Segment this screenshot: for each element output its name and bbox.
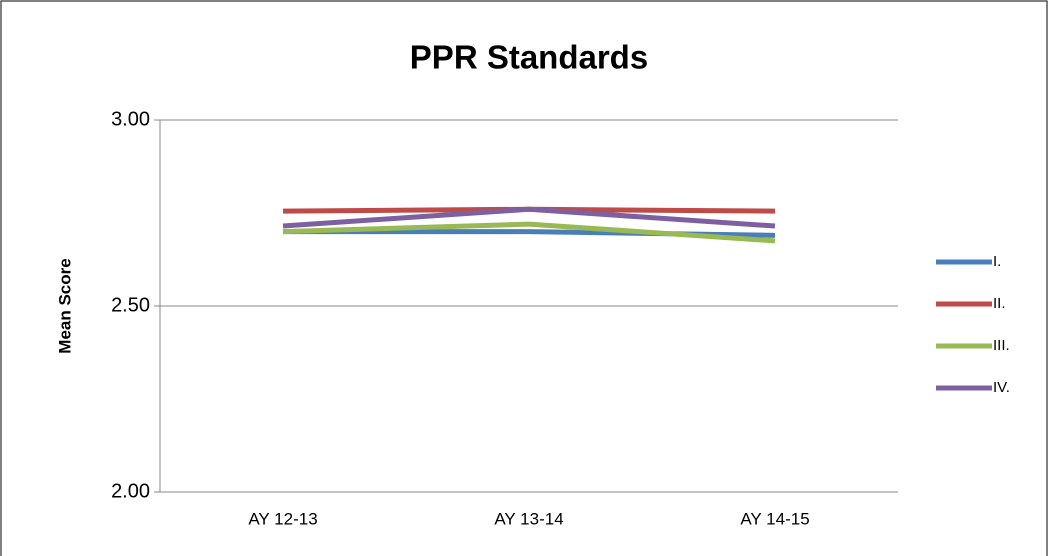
legend-label: II.: [993, 295, 1006, 312]
x-tick-label: AY 14-15: [740, 509, 809, 528]
legend-label: I.: [993, 253, 1001, 270]
y-tick-label: 2.50: [111, 294, 150, 316]
x-tick-label: AY 13-14: [494, 509, 563, 528]
series-line: [282, 206, 776, 229]
series-line: [282, 221, 776, 244]
y-axis-label: Mean Score: [55, 258, 74, 353]
legend-label: III.: [993, 337, 1010, 354]
x-tick-label: AY 12-13: [248, 509, 317, 528]
y-tick-label: 2.00: [111, 480, 150, 502]
chart-title: PPR Standards: [410, 39, 648, 76]
y-tick-label: 3.00: [111, 108, 150, 130]
legend-label: IV.: [993, 379, 1010, 396]
